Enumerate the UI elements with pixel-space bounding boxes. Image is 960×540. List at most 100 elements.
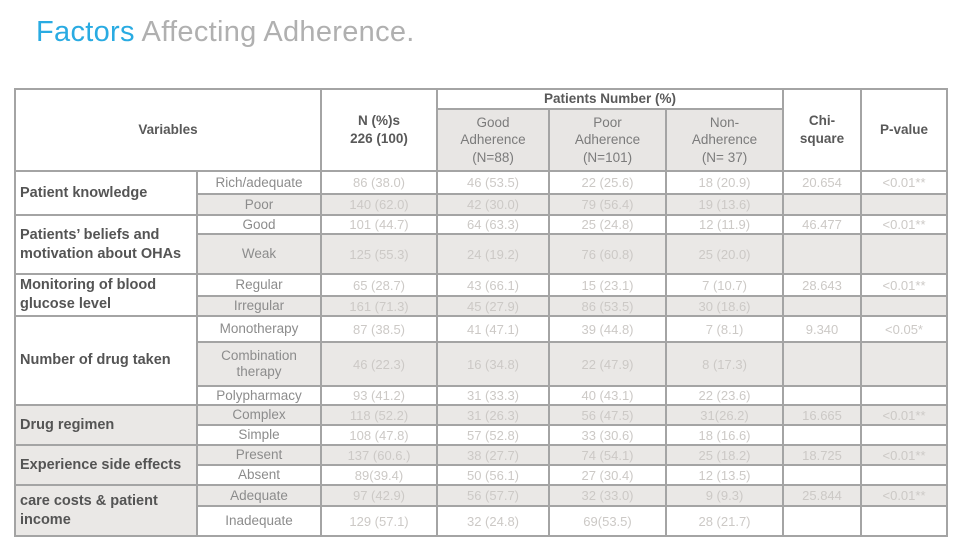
category-cell: Adequate bbox=[195, 484, 323, 507]
non-adherence-cell: 19 (13.6) bbox=[665, 193, 785, 216]
p-value-cell: <0.05* bbox=[860, 315, 949, 343]
good-adherence-cell: 50 (56.1) bbox=[436, 464, 551, 486]
chi-square-cell bbox=[782, 233, 863, 275]
poor-adherence-cell: 69(53.5) bbox=[548, 505, 668, 537]
good-adherence-cell: 57 (52.8) bbox=[436, 424, 551, 446]
p-value-cell: <0.01** bbox=[860, 484, 949, 507]
variable-cell: Experience side effects bbox=[14, 444, 198, 486]
variable-cell: Number of drug taken bbox=[14, 315, 198, 406]
non-adherence-cell: 25 (20.0) bbox=[665, 233, 785, 275]
col-header-variables: Variables bbox=[13, 88, 323, 172]
category-cell: Combination therapy bbox=[195, 341, 323, 387]
table-row: Polypharmacy 93 (41.2) 31 (33.3) 40 (43.1) 2… bbox=[15, 385, 949, 406]
poor-adherence-cell: 86 (53.5) bbox=[548, 295, 668, 317]
p-value-cell bbox=[860, 424, 949, 446]
chi-square-cell bbox=[782, 385, 863, 406]
category-cell: Regular bbox=[195, 273, 323, 297]
n-cell: 129 (57.1) bbox=[320, 505, 439, 537]
table-row: Absent 89(39.4) 50 (56.1) 27 (30.4) 12 (13.5… bbox=[15, 464, 949, 486]
table-row: Inadequate 129 (57.1) 32 (24.8) 69(53.5) 28 … bbox=[15, 505, 949, 537]
good-adherence-cell: 45 (27.9) bbox=[436, 295, 551, 317]
poor-adherence-cell: 40 (43.1) bbox=[548, 385, 668, 406]
chi-square-cell bbox=[782, 295, 863, 317]
table-row: Monitoring of blood glucose level Regular… bbox=[14, 273, 949, 317]
chi-square-cell bbox=[782, 424, 863, 446]
poor-adherence-cell: 22 (25.6) bbox=[548, 170, 668, 195]
n-cell: 93 (41.2) bbox=[320, 385, 439, 406]
non-adherence-cell: 22 (23.6) bbox=[665, 385, 785, 406]
n-cell: 89(39.4) bbox=[320, 464, 439, 486]
non-adherence-cell: 7 (10.7) bbox=[665, 273, 785, 297]
variable-cell: Drug regimen bbox=[14, 404, 198, 446]
table-row: Weak 125 (55.3) 24 (19.2) 76 (60.8) 25 (20.0… bbox=[15, 233, 949, 275]
poor-adherence-cell: 25 (24.8) bbox=[548, 214, 668, 235]
category-cell: Absent bbox=[195, 464, 323, 486]
col-header-non-adherence: Non- Adherence (N= 37) bbox=[665, 108, 785, 172]
non-adherence-cell: 18 (20.9) bbox=[665, 170, 785, 195]
category-cell: Monotherapy bbox=[195, 315, 323, 343]
good-adherence-cell: 31 (26.3) bbox=[436, 404, 551, 426]
p-value-cell: <0.01** bbox=[860, 273, 949, 297]
chi-square-cell: 18.725 bbox=[782, 444, 863, 466]
p-value-cell bbox=[860, 341, 949, 387]
header-row-top: Variables N (%)s 226 (100) Patients Numb… bbox=[13, 88, 949, 172]
chi-square-cell: 16.665 bbox=[782, 404, 863, 426]
page-title: Factors Affecting Adherence. bbox=[36, 16, 415, 49]
table-row: Drug regimen Complex 118 (52.2) 31 (26.3) 56… bbox=[14, 404, 949, 446]
n-cell: 140 (62.0) bbox=[320, 193, 439, 216]
category-cell: Irregular bbox=[195, 295, 323, 317]
chi-square-cell bbox=[782, 341, 863, 387]
chi-square-cell: 46.477 bbox=[782, 214, 863, 235]
n-cell: 46 (22.3) bbox=[320, 341, 439, 387]
poor-adherence-cell: 22 (47.9) bbox=[548, 341, 668, 387]
category-cell: Simple bbox=[195, 424, 323, 446]
poor-adherence-cell: 76 (60.8) bbox=[548, 233, 668, 275]
table-row: Simple 108 (47.8) 57 (52.8) 33 (30.6) 18 (16… bbox=[15, 424, 949, 446]
title-rest: Affecting Adherence. bbox=[134, 16, 415, 48]
non-adherence-cell: 8 (17.3) bbox=[665, 341, 785, 387]
chi-square-cell: 25.844 bbox=[782, 484, 863, 507]
n-cell: 161 (71.3) bbox=[320, 295, 439, 317]
good-adherence-cell: 46 (53.5) bbox=[436, 170, 551, 195]
n-cell: 86 (38.0) bbox=[320, 170, 439, 195]
col-header-n: N (%)s 226 (100) bbox=[320, 88, 439, 172]
good-adherence-cell: 41 (47.1) bbox=[436, 315, 551, 343]
p-value-cell bbox=[860, 233, 949, 275]
good-adherence-cell: 31 (33.3) bbox=[436, 385, 551, 406]
n-cell: 87 (38.5) bbox=[320, 315, 439, 343]
non-adherence-cell: 31(26.2) bbox=[665, 404, 785, 426]
table-body: Patient knowledge Rich/adequate 86 (38.0) 4… bbox=[14, 170, 949, 537]
col-header-good-adherence: Good Adherence (N=88) bbox=[436, 108, 551, 172]
good-adherence-cell: 43 (66.1) bbox=[436, 273, 551, 297]
category-cell: Present bbox=[195, 444, 323, 466]
non-adherence-cell: 12 (13.5) bbox=[665, 464, 785, 486]
non-adherence-cell: 25 (18.2) bbox=[665, 444, 785, 466]
p-value-cell bbox=[860, 505, 949, 537]
chi-square-cell: 9.340 bbox=[782, 315, 863, 343]
header-row-sub: Good Adherence (N=88) Poor Adherence (N=… bbox=[15, 108, 947, 172]
good-adherence-cell: 56 (57.7) bbox=[436, 484, 551, 507]
table-row: Number of drug taken Monotherapy 87 (38.5)… bbox=[14, 315, 949, 406]
table-row: Experience side effects Present 137 (60.6.… bbox=[14, 444, 949, 486]
p-value-cell: <0.01** bbox=[860, 170, 949, 195]
category-cell: Rich/adequate bbox=[195, 170, 323, 195]
n-cell: 125 (55.3) bbox=[320, 233, 439, 275]
good-adherence-cell: 24 (19.2) bbox=[436, 233, 551, 275]
table-row: Irregular 161 (71.3) 45 (27.9) 86 (53.5) 30 … bbox=[15, 295, 949, 317]
title-highlight: Factors bbox=[36, 16, 135, 48]
variable-cell: Monitoring of blood glucose level bbox=[14, 273, 198, 317]
n-cell: 65 (28.7) bbox=[320, 273, 439, 297]
col-header-poor-adherence: Poor Adherence (N=101) bbox=[548, 108, 668, 172]
poor-adherence-cell: 39 (44.8) bbox=[548, 315, 668, 343]
poor-adherence-cell: 33 (30.6) bbox=[548, 424, 668, 446]
chi-square-cell bbox=[782, 505, 863, 537]
p-value-cell bbox=[860, 385, 949, 406]
table-row: Patients’ beliefs and motivation about O… bbox=[14, 214, 949, 275]
table-row: Patient knowledge Rich/adequate 86 (38.0) 4… bbox=[14, 170, 949, 216]
non-adherence-cell: 12 (11.9) bbox=[665, 214, 785, 235]
col-header-patients-number: Patients Number (%) bbox=[436, 88, 785, 110]
col-header-chi-square: Chi- square bbox=[782, 88, 863, 172]
variable-cell: Patients’ beliefs and motivation about O… bbox=[14, 214, 198, 275]
table-row: Poor 140 (62.0) 42 (30.0) 79 (56.4) 19 (13.6… bbox=[15, 193, 949, 216]
